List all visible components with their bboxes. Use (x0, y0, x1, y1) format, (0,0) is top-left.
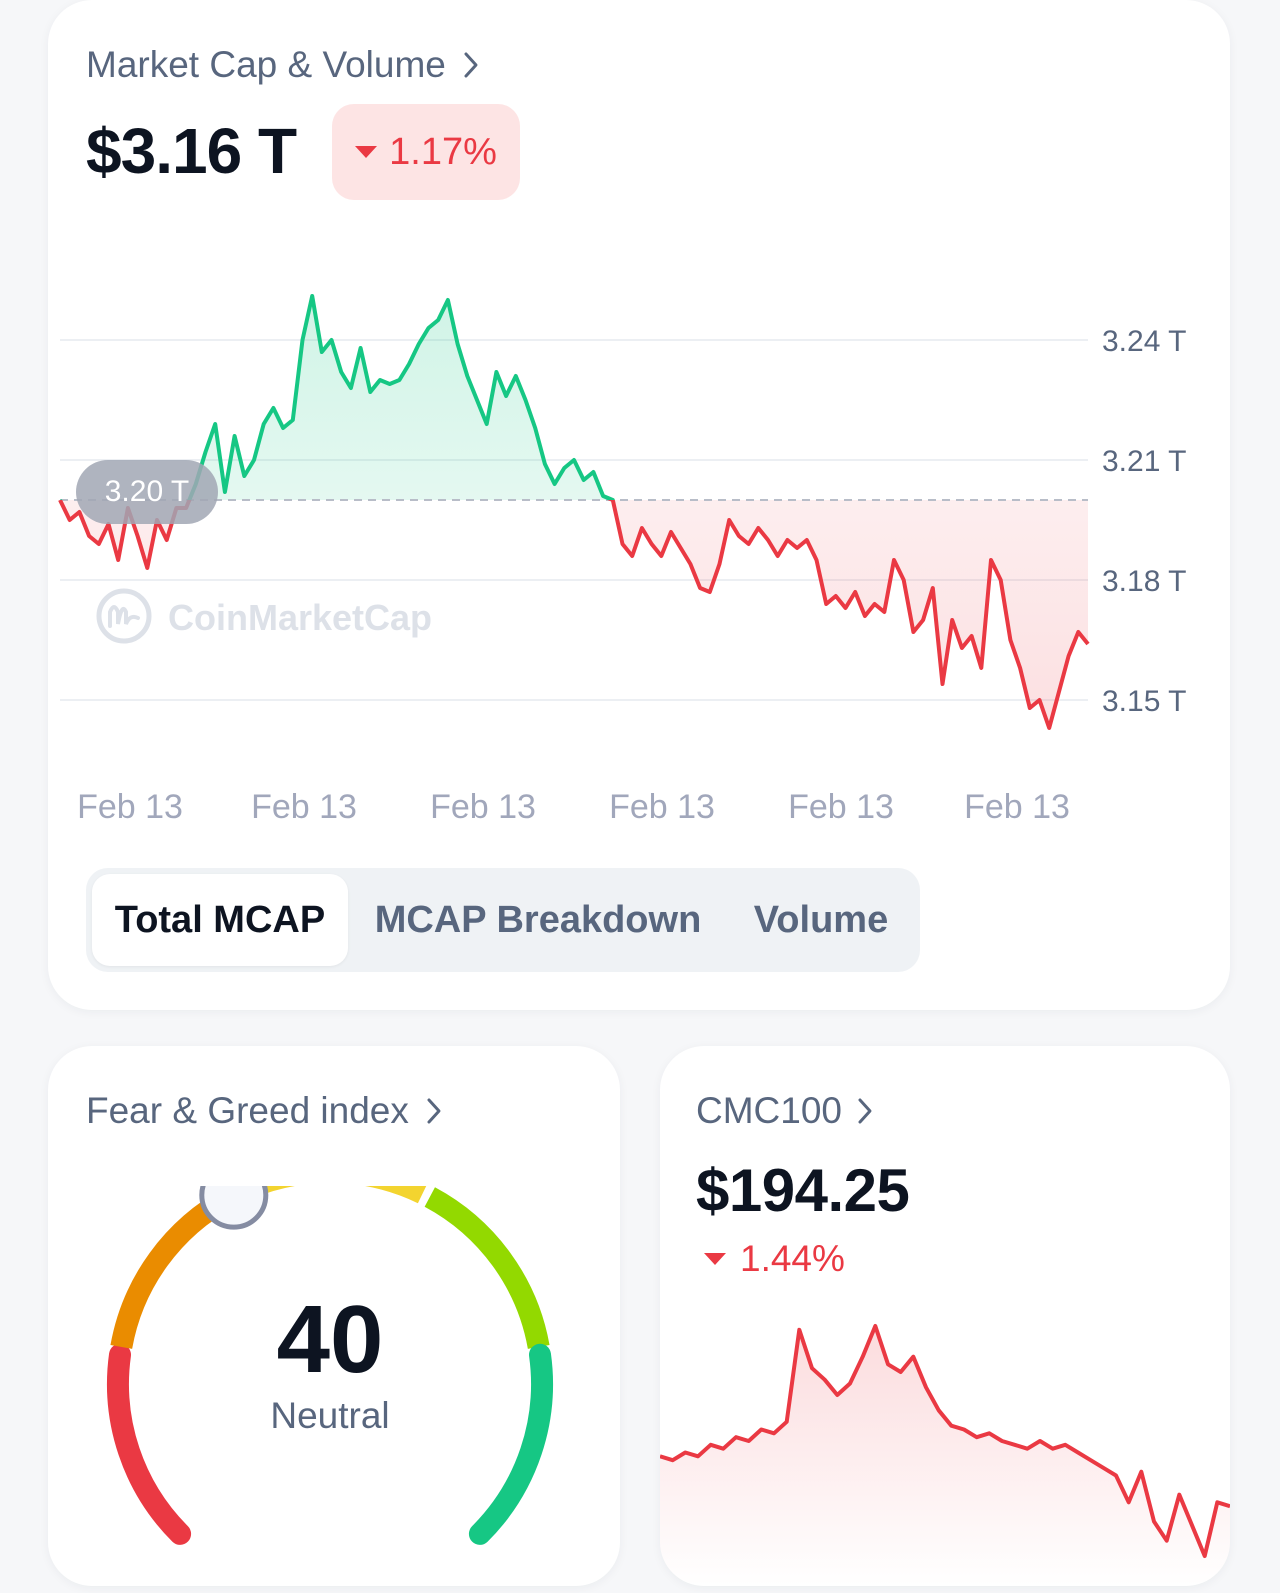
y-tick-label: 3.21 T (1102, 445, 1187, 478)
series-line-up (60, 294, 615, 500)
gauge-segment (424, 1187, 550, 1349)
x-tick-label: Feb 13 (609, 788, 715, 826)
chevron-right-icon (462, 51, 480, 79)
tab-volume[interactable]: Volume (753, 898, 889, 941)
market-cap-value: $3.16 T (86, 115, 297, 187)
market-cap-change: 1.17% (389, 130, 497, 173)
cmc100-title-link[interactable]: CMC100 (696, 1090, 874, 1132)
y-tick-label: 3.24 T (1102, 325, 1187, 358)
fear-greed-title: Fear & Greed index (86, 1090, 409, 1131)
cmc100-area-fill (660, 1326, 1230, 1586)
watermark-text: CoinMarketCap (168, 597, 432, 638)
x-tick-label: Feb 13 (788, 788, 894, 826)
tab-mcap-breakdown[interactable]: MCAP Breakdown (374, 898, 702, 941)
cmc100-change: 1.44% (704, 1238, 845, 1280)
coinmarketcap-logo-icon (96, 588, 152, 644)
coinmarketcap-watermark: CoinMarketCap (96, 588, 432, 644)
fear-greed-value: 40 (277, 1286, 384, 1393)
y-tick-label: 3.18 T (1102, 565, 1187, 598)
gauge-segment (468, 1343, 553, 1545)
gauge-segment (107, 1343, 192, 1545)
market-cap-title: Market Cap & Volume (86, 44, 446, 85)
x-tick-label: Feb 13 (430, 788, 536, 826)
cmc100-card[interactable]: CMC100 $194.25 1.44% (660, 1046, 1230, 1586)
series-line-down (58, 500, 1090, 730)
chevron-right-icon (425, 1097, 443, 1125)
caret-down-icon (355, 146, 378, 158)
cmc100-line (660, 1324, 1230, 1558)
reference-value-pill: 3.20 T (76, 460, 218, 524)
market-cap-title-link[interactable]: Market Cap & Volume (86, 44, 480, 86)
fear-greed-card[interactable]: Fear & Greed index 40 Neutral (48, 1046, 620, 1586)
x-tick-label: Feb 13 (251, 788, 357, 826)
market-cap-change-badge: 1.17% (332, 104, 520, 200)
x-tick-label: Feb 13 (964, 788, 1070, 826)
x-tick-label: Feb 13 (77, 788, 183, 826)
fear-greed-gauge: 40 Neutral (107, 1186, 553, 1545)
fear-greed-title-link[interactable]: Fear & Greed index (86, 1090, 443, 1132)
cmc100-title: CMC100 (696, 1090, 842, 1131)
chevron-right-icon (856, 1097, 874, 1125)
reference-value: 3.20 T (105, 475, 190, 508)
fear-greed-label: Neutral (270, 1395, 389, 1436)
chart-tabs: Total MCAP MCAP Breakdown Volume (86, 868, 920, 972)
cmc100-change-text: 1.44% (740, 1238, 845, 1279)
y-tick-label: 3.15 T (1102, 685, 1187, 718)
tab-total-mcap[interactable]: Total MCAP (92, 874, 348, 966)
caret-down-icon (704, 1253, 726, 1265)
gauge-indicator-knob (199, 1186, 269, 1230)
market-cap-card: Market Cap & Volume $3.16 T 1.17% (48, 0, 1230, 1010)
cmc100-sparkline (660, 1324, 1230, 1586)
market-cap-chart[interactable]: CoinMarketCap 3.20 T 3.24 T 3.21 T 3.18 T 3… (48, 240, 1230, 850)
cmc100-value: $194.25 (696, 1157, 910, 1224)
